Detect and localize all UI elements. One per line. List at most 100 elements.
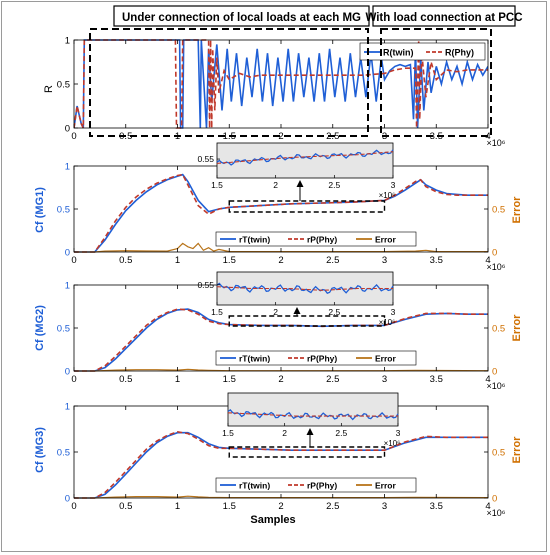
right-tick-label: 0 (492, 494, 497, 505)
x-exponent-label: ×10⁶ (487, 138, 506, 148)
x-tick-label: 0.5 (119, 501, 132, 512)
inset-x-tick-label: 2.5 (328, 307, 340, 317)
right-tick-label: 0.5 (492, 324, 505, 335)
series-line-error (74, 242, 488, 253)
legend-entry: rT(twin) (239, 354, 270, 364)
inset-x-exponent: ×10⁶ (384, 439, 401, 448)
x-tick-label: 3 (382, 374, 387, 385)
x-tick-label: 0 (71, 255, 76, 266)
x-tick-label: 2 (278, 501, 283, 512)
right-tick-label: 0.5 (492, 448, 505, 459)
y-tick-label: 0 (65, 124, 70, 135)
x-tick-label: 1.5 (223, 501, 236, 512)
inset-x-tick-label: 1.5 (222, 428, 234, 438)
legend-box (215, 231, 417, 247)
x-tick-label: 0.5 (119, 255, 132, 266)
inset-x-tick-label: 1.5 (211, 180, 223, 190)
inset-x-tick-label: 2 (282, 428, 287, 438)
inset-twin-line (216, 149, 394, 166)
legend-entry: R(twin) (383, 48, 414, 58)
inset-x-tick-label: 3 (391, 307, 396, 317)
x-tick-label: 4 (485, 255, 490, 266)
mg2-ylabel: Cf (MG2) (34, 305, 46, 351)
legend-entry: rP(Phy) (307, 235, 337, 245)
y-tick-label: 0.5 (57, 80, 70, 91)
legend-entry: Error (375, 354, 396, 364)
series-line-rphy (74, 39, 488, 129)
x-tick-label: 2.5 (326, 374, 339, 385)
legend-box (215, 350, 417, 366)
x-tick-label: 4 (485, 374, 490, 385)
zoom-region (228, 446, 386, 458)
banner-right-text: With load connection at PCC (365, 12, 522, 24)
inset-phy-line (216, 151, 394, 164)
x-tick-label: 0.5 (119, 374, 132, 385)
x-tick-label: 2 (278, 255, 283, 266)
legend-box (215, 477, 417, 493)
y-tick-label: 0 (65, 248, 70, 259)
y-tick-label: 0 (65, 494, 70, 505)
inset-x-tick-label: 2.5 (335, 428, 347, 438)
series-line-rttwin (74, 431, 488, 499)
y-tick-label: 1 (65, 281, 70, 292)
legend-entry: rP(Phy) (307, 481, 337, 491)
mg1-ylabel: Cf (MG1) (34, 187, 46, 233)
mg1-ylabel-right: Error (511, 196, 523, 224)
zoom-arrow-head (293, 307, 301, 314)
y-tick-label: 1 (65, 162, 70, 173)
mg2-ylabel-right: Error (511, 314, 523, 342)
x-tick-label: 3 (382, 501, 387, 512)
x-tick-label: 1 (175, 374, 180, 385)
x-tick-label: 1 (175, 255, 180, 266)
inset-box (227, 392, 399, 427)
legend-entry: Error (375, 235, 396, 245)
banner-right-box (372, 5, 516, 27)
legend-entry: Error (375, 481, 396, 491)
series-line-rpphy (74, 173, 488, 253)
legend-entry: rT(twin) (239, 481, 270, 491)
y-tick-label: 0.5 (57, 448, 70, 459)
inset-phy-line (216, 286, 393, 291)
y-tick-label: 1 (65, 36, 70, 47)
x-tick-label: 3.5 (430, 374, 443, 385)
x-tick-label: 3.5 (430, 131, 443, 142)
x-tick-label: 0 (71, 374, 76, 385)
banner-left-box (113, 5, 370, 27)
banner-left-text: Under connection of local loads at each … (122, 12, 361, 24)
inset-x-exponent: ×10⁶ (379, 318, 396, 327)
inset-x-exponent: ×10⁶ (379, 191, 396, 200)
right-tick-label: 0 (492, 367, 497, 378)
legend-box (359, 42, 486, 61)
inset-x-tick-label: 3 (391, 180, 396, 190)
right-tick-label: 0.5 (492, 205, 505, 216)
x-tick-label: 1.5 (223, 374, 236, 385)
r-panel-ylabel: R (43, 85, 55, 93)
legend-entry: R(Phy) (445, 48, 474, 58)
mg3-ylabel: Cf (MG3) (34, 427, 46, 473)
x-exponent-label: ×10⁶ (487, 381, 506, 391)
y-tick-label: 1 (65, 402, 70, 413)
zoom-region (228, 200, 386, 213)
x-tick-label: 3 (382, 255, 387, 266)
x-tick-label: 0 (71, 131, 76, 142)
zoom-region (228, 315, 386, 327)
y-tick-label: 0.5 (57, 205, 70, 216)
legend-entry: rP(Phy) (307, 354, 337, 364)
inset-twin-line (216, 282, 394, 294)
x-exponent-label: ×10⁶ (487, 508, 506, 518)
x-tick-label: 3.5 (430, 255, 443, 266)
x-tick-label: 3.5 (430, 501, 443, 512)
series-line-rpphy (74, 430, 488, 499)
y-tick-label: 0.5 (57, 324, 70, 335)
inset-x-tick-label: 2 (273, 307, 278, 317)
x-exponent-label: ×10⁶ (487, 262, 506, 272)
inset-phy-line (227, 412, 398, 417)
region-pcc-load (380, 28, 492, 137)
x-tick-label: 2 (278, 131, 283, 142)
inset-y-tick-label: 0.55 (197, 280, 214, 290)
